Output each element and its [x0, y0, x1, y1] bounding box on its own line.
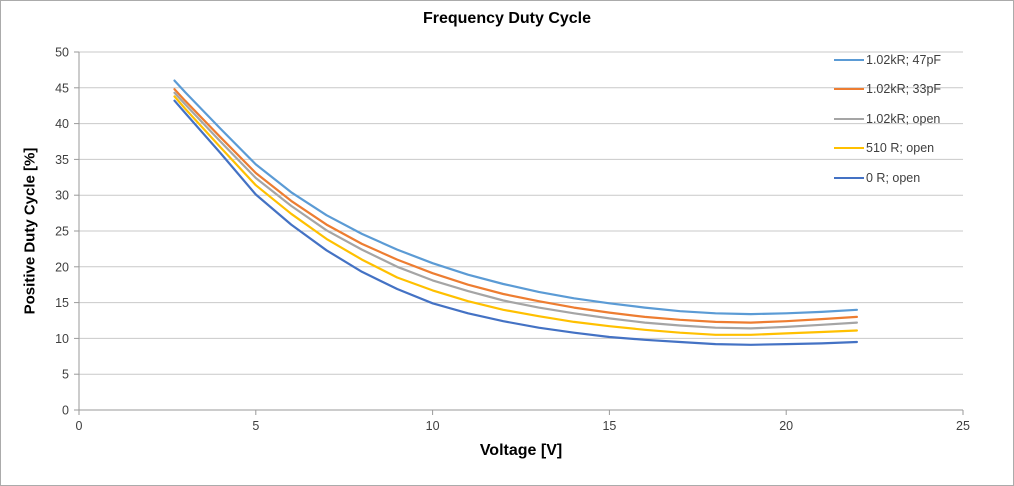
- legend-item: 1.02kR; open: [834, 104, 1010, 134]
- y-tick-label: 25: [55, 225, 69, 239]
- x-tick-label: 20: [779, 419, 793, 433]
- legend-label: 1.02kR; 33pF: [866, 82, 942, 97]
- y-tick-label: 35: [55, 153, 69, 167]
- y-tick-label: 30: [55, 189, 69, 203]
- y-axis-title: Positive Duty Cycle [%]: [21, 147, 39, 315]
- legend-label: 1.02kR; 47pF: [866, 52, 942, 67]
- x-axis-title: Voltage [V]: [479, 442, 563, 459]
- x-tick-label: 5: [252, 419, 259, 433]
- series-line-0: [173, 79, 859, 316]
- legend-line-swatch: [834, 147, 864, 150]
- x-tick-label: 10: [426, 419, 440, 433]
- x-tick-label: 0: [76, 419, 83, 433]
- x-tick-label: 25: [956, 419, 970, 433]
- legend-label: 0 R; open: [866, 170, 921, 185]
- legend-line-swatch: [834, 117, 864, 120]
- series-line-2: [173, 91, 859, 330]
- y-tick-label: 45: [55, 81, 69, 95]
- legend-item: 510 R; open: [834, 134, 1010, 164]
- legend: 1.02kR; 47pF 1.02kR; 33pF 1.02kR; open 510 …: [834, 45, 1010, 193]
- legend-line-swatch: [834, 58, 864, 61]
- y-tick-label: 40: [55, 117, 69, 131]
- chart-title: Frequency Duty Cycle: [422, 10, 592, 27]
- y-tick-label: 10: [55, 332, 69, 346]
- y-tick-label: 15: [55, 296, 69, 310]
- y-tick-label: 0: [62, 404, 69, 418]
- y-tick-label: 50: [55, 46, 69, 60]
- series-line-4: [173, 99, 859, 346]
- legend-line-swatch: [834, 88, 864, 91]
- legend-label: 1.02kR; open: [866, 111, 941, 126]
- legend-item: 0 R; open: [834, 163, 1010, 193]
- series-line-3: [173, 95, 859, 336]
- legend-item: 1.02kR; 47pF: [834, 45, 1010, 75]
- series-line-1: [173, 88, 859, 324]
- legend-item: 1.02kR; 33pF: [834, 75, 1010, 105]
- x-tick-label: 15: [602, 419, 616, 433]
- legend-line-swatch: [834, 176, 864, 179]
- y-tick-label: 5: [62, 368, 69, 382]
- y-tick-label: 20: [55, 260, 69, 274]
- legend-label: 510 R; open: [866, 141, 935, 156]
